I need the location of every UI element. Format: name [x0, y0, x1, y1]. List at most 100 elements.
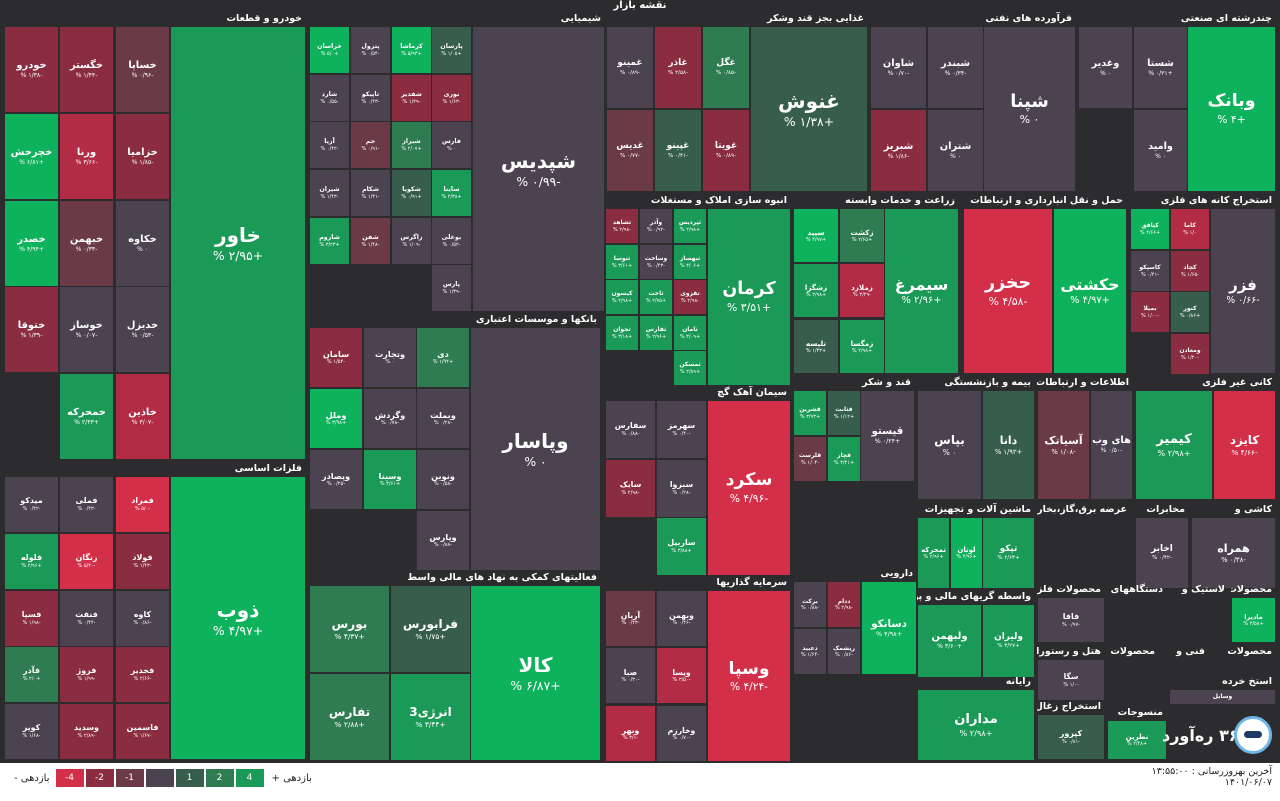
stock-tile[interactable]: کیسون +۲/۹۸ % [605, 279, 639, 315]
stock-tile[interactable]: دعبید -۱/۶۴ % [793, 628, 827, 675]
stock-tile[interactable]: فملی -۰/۴۳ % [59, 476, 114, 533]
stock-tile[interactable]: ورنا -۳/۶۶ % [59, 113, 114, 200]
stock-tile[interactable]: فرابورس +۱/۷۵ % [390, 585, 471, 673]
stock-tile[interactable]: فنفت -۰/۴۴ % [59, 590, 114, 647]
stock-tile[interactable]: ثجوان +۳/۱۸ % [605, 315, 639, 351]
stock-tile[interactable]: ساینا +۲/۳۸ % [431, 169, 472, 217]
sector-title[interactable]: زراعت و خدمات وابسته [845, 195, 955, 206]
stock-tile[interactable]: زمگسا +۲/۹۸ % [839, 319, 885, 374]
sector-title[interactable]: استخ خرده [1222, 676, 1272, 687]
stock-tile[interactable]: شیراز +۲/۰۷ % [391, 121, 432, 169]
stock-tile[interactable]: وبهر -۳/۱ % [605, 705, 656, 762]
stock-tile[interactable]: شکام -۱/۳۱ % [350, 169, 391, 217]
sector-title[interactable]: فلزات اساسی [234, 463, 302, 474]
sector-title[interactable]: خودرو و قطعات [226, 13, 302, 24]
stock-tile[interactable]: فآذر +۲/۰ % [4, 646, 59, 703]
stock-tile[interactable]: تمحرکه +۲/۹۶ % [917, 517, 950, 589]
sector-title[interactable]: استخراج زغال [1037, 701, 1101, 712]
stock-tile[interactable]: کچاد -۱/۶۵ % [1170, 250, 1210, 292]
sector-title[interactable]: حمل و نقل انبارداری و ارتباطات [970, 195, 1123, 206]
stock-tile[interactable]: کاسپکو -۰/۴۱ % [1130, 250, 1170, 292]
stock-tile[interactable]: فسپا -۱/۹۸ % [4, 590, 59, 647]
stock-tile[interactable]: ولبهمن +۳/۶۰ % [917, 604, 982, 678]
stock-tile[interactable]: خراسان +۵/۰ % [309, 26, 350, 74]
sector-title[interactable]: کاشی و [1234, 504, 1272, 515]
stock-tile[interactable]: تقزوی -۲/۹۸ % [673, 279, 707, 315]
stock-tile[interactable]: صبا -۰/۳۰ % [605, 647, 656, 704]
stock-tile[interactable]: غمینو -۰/۸۹ % [606, 26, 654, 109]
sector-title[interactable]: دستگاههای [1110, 584, 1163, 595]
stock-tile[interactable]: وغدیر ۰ % [1078, 26, 1133, 109]
stock-tile[interactable]: خصدر +۴/۹۴ % [4, 200, 59, 287]
sector-title[interactable]: غذایی بجز قند وشکر [767, 13, 864, 24]
stock-tile[interactable]: جم -۰/۹۱ % [350, 121, 391, 169]
stock-tile[interactable]: قچار +۳/۴۱ % [827, 436, 861, 482]
stock-tile[interactable]: وامید ۰ % [1133, 109, 1188, 192]
stock-tile[interactable]: کیمیر +۲/۹۸ % [1135, 390, 1213, 500]
stock-tile[interactable]: کرمان +۳/۵۱ % [707, 208, 791, 386]
stock-tile[interactable]: غویتا -۰/۸۹ % [702, 109, 750, 192]
stock-tile[interactable]: سامان -۱/۵۴ % [309, 327, 363, 388]
stock-tile[interactable]: قلرست -۱/۰۴ % [793, 436, 827, 482]
stock-tile[interactable]: نوری -۱/۶۳ % [431, 74, 472, 122]
stock-tile[interactable]: فمراد -۵/۰ % [115, 476, 170, 533]
sector-title[interactable]: بانکها و موسسات اعتباری [475, 314, 597, 325]
stock-tile[interactable]: کایزد -۴/۶۶ % [1213, 390, 1276, 500]
stock-tile[interactable]: وساخت -۰/۴۳ % [639, 244, 673, 280]
stock-tile[interactable]: شپدیس -۰/۹۹ % [472, 26, 605, 312]
stock-tile[interactable]: وسپا -۴/۲۴ % [707, 590, 791, 762]
stock-tile[interactable]: شپنا ۰ % [983, 26, 1076, 192]
stock-tile[interactable]: شارد -۰/۵۵ % [309, 74, 350, 122]
sector-title[interactable]: فرآورده های نفتی [985, 13, 1072, 24]
stock-tile[interactable]: برکت -۰/۸۸ % [793, 581, 827, 628]
sector-title[interactable]: قند و شکر [862, 377, 911, 388]
stock-tile[interactable]: غاذر -۲/۵۸ % [654, 26, 702, 109]
stock-tile[interactable]: شفدیر -۱/۲۹ % [391, 74, 432, 122]
stock-tile[interactable]: دسانکو +۴/۹۸ % [861, 581, 917, 675]
stock-tile[interactable]: بپاس ۰ % [917, 390, 982, 500]
stock-tile[interactable]: خبهمن -۰/۳۳ % [59, 200, 114, 287]
stock-tile[interactable]: قیستو +۰/۲۴ % [860, 390, 915, 482]
stock-tile[interactable]: انرژی3 +۳/۴۴ % [390, 673, 471, 761]
stock-tile[interactable]: شستا +۰/۳۱ % [1133, 26, 1188, 109]
sector-title[interactable]: ماشین آلات و تجهیزات [924, 504, 1031, 515]
stock-tile[interactable]: خکاوه ۰ % [115, 200, 170, 287]
sector-title[interactable]: مخابرات [1146, 504, 1185, 515]
stock-tile[interactable]: وگردش -۰/۷۸ % [363, 388, 417, 449]
stock-tile[interactable]: شاروم +۳/۲۳ % [309, 217, 350, 265]
stock-tile[interactable]: وسایل [1169, 689, 1276, 705]
stock-tile[interactable]: فارس ۰ % [431, 121, 472, 169]
stock-tile[interactable]: ثفارس +۲/۹۶ % [639, 315, 673, 351]
stock-tile[interactable]: کاوه -۰/۸۶ % [115, 590, 170, 647]
stock-tile[interactable]: ثنوسا +۳/۶۱ % [605, 244, 639, 280]
stock-tile[interactable]: ومعادن -۱/۴۰ % [1170, 333, 1210, 375]
sector-title[interactable]: چندرشته ای صنعتی [1180, 13, 1272, 24]
stock-tile[interactable]: ثمسکن +۲/۸۹ % [673, 350, 707, 386]
sector-title[interactable]: فعالیتهای کمکی به نهاد های مالی واسط [407, 572, 597, 583]
stock-tile[interactable]: فاسمین -۱/۶۷ % [115, 703, 170, 760]
stock-tile[interactable]: بمیلا -۱/۰۰ % [1130, 291, 1170, 333]
stock-tile[interactable]: سفارس -۰/۸۸ % [605, 400, 656, 459]
stock-tile[interactable]: وملل +۳/۹۸ % [309, 388, 363, 449]
stock-tile[interactable]: ثپردیس +۲/۹۸ % [673, 208, 707, 244]
stock-tile[interactable]: کویر -۱/۶۸ % [4, 703, 59, 760]
stock-tile[interactable]: وخارزم -۰/۷۰ % [656, 705, 707, 762]
stock-tile[interactable]: فلوله +۲/۹۶ % [4, 533, 59, 590]
stock-tile[interactable]: فزر -۰/۶۶ % [1210, 208, 1276, 374]
stock-tile[interactable]: غدیس -۰/۷۷ % [606, 109, 654, 192]
sector-title[interactable]: محصولات [1110, 646, 1155, 657]
stock-tile[interactable]: پارسان +۱/۰۵ % [431, 26, 472, 74]
stock-tile[interactable]: ونوین -۰/۵۸ % [416, 449, 470, 510]
stock-tile[interactable]: خمحرکه +۲/۴۳ % [59, 373, 114, 460]
stock-tile[interactable]: اخابر -۰/۴۲ % [1135, 517, 1189, 589]
sector-title[interactable]: محصولات فلزی [1037, 584, 1101, 595]
sector-title[interactable]: استخراج کانه های فلزی [1160, 195, 1272, 206]
stock-tile[interactable]: خوساز -۰/۰۷ % [59, 286, 114, 373]
stock-tile[interactable]: ختوقا -۱/۳۹ % [4, 286, 59, 373]
stock-tile[interactable]: غگل -۰/۸۵ % [702, 26, 750, 109]
stock-tile[interactable]: قشرین +۳/۹۳ % [793, 390, 827, 436]
stock-tile[interactable]: سپید +۴/۹۷ % [793, 208, 839, 263]
stock-tile[interactable]: های وب -۰/۵۰ % [1090, 390, 1133, 500]
sector-title[interactable]: محصولات [1227, 646, 1272, 657]
